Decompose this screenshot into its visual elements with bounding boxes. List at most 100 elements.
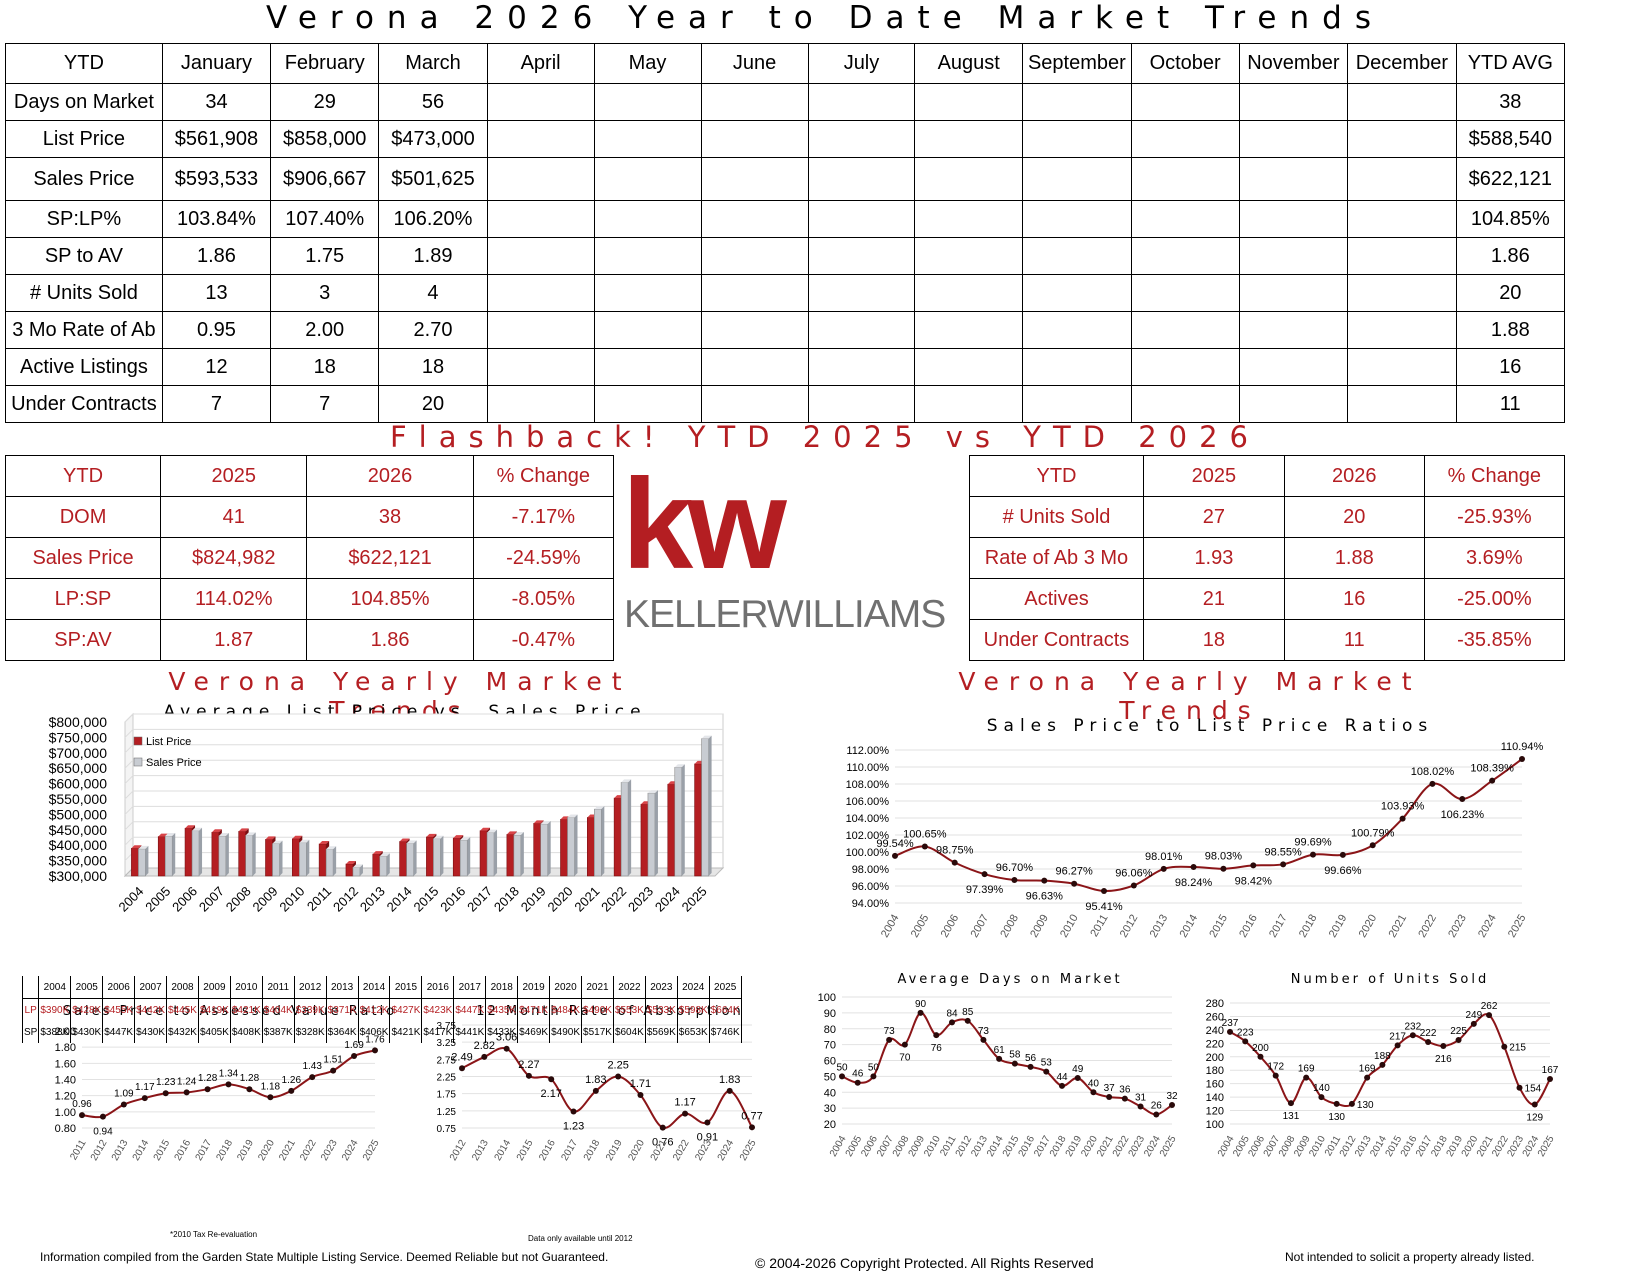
- xtick-label-splp: 2012: [1118, 913, 1141, 940]
- xtick-label-absorb: 2014: [493, 1138, 514, 1163]
- data-point-dom: [839, 1073, 845, 1080]
- data-point-units: [1409, 1032, 1416, 1039]
- flashback-cell: 3.69%: [1423, 537, 1566, 579]
- xtick-label-splp: 2010: [1058, 913, 1081, 940]
- series-line-splp: [894, 758, 1523, 893]
- data-point-splp: [1220, 865, 1227, 872]
- data-point-dom: [996, 1055, 1003, 1062]
- bar-sales-price: [245, 835, 253, 877]
- xtick-label-absorb: 2016: [537, 1138, 558, 1163]
- data-point-units: [1379, 1061, 1386, 1068]
- data-label-splp: 106.23%: [1441, 809, 1485, 821]
- bar-top-face: [245, 832, 256, 836]
- bar-ytick-label: $600,000: [49, 776, 108, 792]
- xtick-label-absorb: 2015: [515, 1138, 536, 1163]
- bar-list-price: [452, 837, 461, 877]
- bar-ytick-label: $400,000: [49, 837, 108, 853]
- bar-sales-price: [486, 832, 495, 877]
- data-point-spav: [351, 1053, 358, 1060]
- xtick-label-spav: 2021: [277, 1138, 298, 1163]
- flashback-cell: 1.87: [160, 619, 308, 661]
- xtick-label-dom: 2010: [922, 1134, 943, 1159]
- ytd-cell: 4: [378, 274, 488, 312]
- bar-side-face: [494, 829, 498, 876]
- data-label-spav: 1.26: [282, 1075, 302, 1086]
- data-label-spav: 1.09: [114, 1089, 134, 1100]
- data-label-dom: 53: [1041, 1058, 1053, 1069]
- data-point-splp: [1190, 863, 1197, 870]
- data-label-splp: 100.79%: [1351, 827, 1395, 839]
- ytd-cell: [807, 311, 916, 349]
- bar-gridline-side: [124, 713, 134, 723]
- data-label-splp: 108.39%: [1470, 763, 1514, 775]
- bar-sales-price: [433, 838, 441, 877]
- xtick-label-spav: 2011: [68, 1138, 88, 1163]
- bar-ytick-label: $450,000: [49, 822, 108, 838]
- data-label-dom: 56: [1025, 1053, 1037, 1064]
- ytd-cell: 20: [378, 385, 488, 423]
- data-point-spav: [79, 1112, 85, 1119]
- bar-sales-price: [594, 808, 602, 877]
- footer-center: © 2004-2026 Copyright Protected. All Rig…: [755, 1255, 1094, 1271]
- data-point-splp: [1310, 851, 1316, 858]
- flashback-cell: 1.86: [306, 619, 474, 661]
- ytd-cell: [486, 385, 595, 423]
- data-label-splp: 97.39%: [966, 884, 1004, 896]
- ytd-cell: [1130, 385, 1240, 423]
- ytd-cell: [1347, 83, 1457, 121]
- data-label-absorb: 2.27: [518, 1059, 539, 1071]
- data-label-dom: 40: [1088, 1078, 1100, 1089]
- bar-side-face: [440, 835, 444, 876]
- data-point-spav: [309, 1074, 316, 1081]
- data-label-units: 225: [1450, 1026, 1467, 1037]
- bar-top-face: [513, 832, 524, 836]
- bar-xtick-label: 2012: [330, 884, 361, 915]
- bar-list-price: [318, 843, 327, 877]
- xtick-label-splp: 2016: [1237, 913, 1260, 940]
- data-point-splp: [1459, 796, 1466, 803]
- price-table-lp-cell: $447K: [453, 998, 487, 1021]
- price-table-sp-label: SP: [21, 1021, 40, 1043]
- data-label-dom: 36: [1119, 1085, 1131, 1096]
- flashback-row: Under Contracts 18 11 -35.85%: [969, 619, 1566, 661]
- ytd-cell: $906,667: [270, 157, 380, 201]
- bar-gridline-side: [124, 806, 134, 815]
- bar-xtick-label: 2016: [437, 884, 468, 915]
- price-table-lp-cell: $490K: [581, 998, 614, 1021]
- ytick-label-spav: 1.00: [55, 1107, 76, 1119]
- price-table-year: 2010: [230, 976, 263, 999]
- ytd-cell: [700, 385, 809, 423]
- flashback-cell: Sales Price: [4, 537, 162, 579]
- xtick-label-spav: 2018: [214, 1138, 235, 1163]
- data-point-splp: [1130, 882, 1137, 889]
- bar-top-face: [399, 838, 410, 842]
- bar-sales-price: [164, 835, 173, 877]
- data-label-dom: 46: [852, 1069, 864, 1080]
- ytick-label-dom: 100: [818, 992, 836, 1004]
- data-label-units: 249: [1465, 1010, 1482, 1021]
- price-table-lp-cell: $471K: [517, 998, 551, 1021]
- ytd-header-cell: February: [270, 43, 380, 84]
- bar-xtick-label: 2006: [169, 884, 200, 915]
- price-table-sp-cell: $447K: [102, 1021, 136, 1043]
- data-point-absorb: [592, 1087, 599, 1094]
- bar-top-face: [299, 839, 310, 843]
- data-point-dom: [917, 1009, 924, 1016]
- data-label-spav: 1.18: [261, 1081, 281, 1092]
- data-label-spav: 1.28: [198, 1073, 218, 1084]
- data-label-absorb: 1.17: [674, 1097, 695, 1109]
- data-point-spav: [246, 1086, 253, 1093]
- data-point-splp: [1160, 865, 1167, 872]
- bar-list-price: [211, 831, 220, 877]
- data-point-dom: [980, 1036, 987, 1043]
- price-table-lp-cell: $390K: [38, 998, 72, 1021]
- price-table-lp-cell: $484K: [549, 998, 583, 1021]
- data-point-absorb: [682, 1110, 689, 1117]
- ytd-cell: 56: [378, 83, 488, 121]
- data-label-splp: 98.01%: [1145, 851, 1183, 863]
- xtick-label-splp: 2022: [1416, 913, 1439, 940]
- flashback-row: SP:AV 1.87 1.86 -0.47%: [4, 619, 615, 661]
- data-label-splp: 108.02%: [1411, 766, 1455, 778]
- bar-list-price: [372, 853, 381, 877]
- flashback-row: Rate of Ab 3 Mo 1.93 1.88 3.69%: [969, 537, 1566, 579]
